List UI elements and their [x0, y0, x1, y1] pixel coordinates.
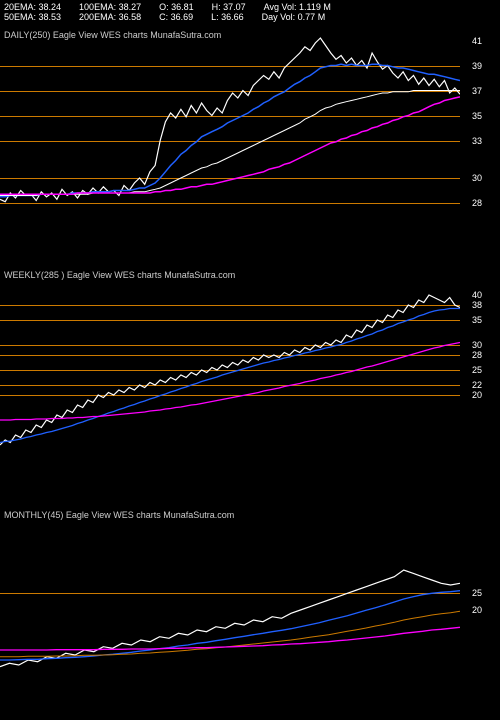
y-tick-label: 22: [472, 380, 482, 390]
y-axis: 2022 25 2830 35 3840: [460, 270, 500, 470]
y-tick-label: 28: [472, 198, 482, 208]
y-axis: 28 30 33 35 37 39 41: [460, 28, 500, 228]
chart-title: MONTHLY(45) Eagle View WES charts Munafa…: [4, 510, 234, 520]
series-ema200: [0, 97, 460, 195]
y-tick-label: 25: [472, 365, 482, 375]
y-tick-label: 33: [472, 136, 482, 146]
series-ema20: [0, 309, 460, 443]
y-tick-label: 41: [472, 36, 482, 46]
y-tick-label: 40: [472, 290, 482, 300]
header-stat: O: 36.81: [159, 2, 194, 12]
y-tick-label: 28: [472, 350, 482, 360]
plot-area: [0, 510, 460, 710]
plot-area: [0, 270, 460, 470]
header-stat: 20EMA: 38.24: [4, 2, 61, 12]
y-tick-label: 30: [472, 340, 482, 350]
header-stats: 20EMA: 38.24 100EMA: 38.27 O: 36.81 H: 37.0…: [0, 0, 500, 24]
plot-area: [0, 28, 460, 228]
y-tick-label: 25: [472, 588, 482, 598]
y-tick-label: 20: [472, 605, 482, 615]
header-stat: C: 36.69: [159, 12, 193, 22]
series-ema20: [0, 64, 460, 197]
header-stat: 50EMA: 38.53: [4, 12, 61, 22]
series-price: [0, 570, 460, 667]
y-tick-label: 20: [472, 390, 482, 400]
header-stat: L: 36.66: [211, 12, 244, 22]
series-ema200: [0, 343, 460, 421]
y-tick-label: 35: [472, 111, 482, 121]
y-tick-label: 30: [472, 173, 482, 183]
y-tick-label: 37: [472, 86, 482, 96]
chart-title: DAILY(250) Eagle View WES charts MunafaS…: [4, 30, 221, 40]
y-axis: 2025: [460, 510, 500, 710]
header-stat: H: 37.07: [212, 2, 246, 12]
header-stat: 100EMA: 38.27: [79, 2, 141, 12]
header-stat: Day Vol: 0.77 M: [262, 12, 326, 22]
y-tick-label: 39: [472, 61, 482, 71]
chart-weekly: WEEKLY(285 ) Eagle View WES charts Munaf…: [0, 270, 500, 470]
y-tick-label: 38: [472, 300, 482, 310]
series-price: [0, 38, 460, 202]
chart-daily: DAILY(250) Eagle View WES charts MunafaS…: [0, 28, 500, 228]
chart-monthly: MONTHLY(45) Eagle View WES charts Munafa…: [0, 510, 500, 710]
header-stat: Avg Vol: 1.119 M: [264, 2, 331, 12]
y-tick-label: 35: [472, 315, 482, 325]
header-stat: 200EMA: 36.58: [79, 12, 141, 22]
series-price: [0, 295, 460, 445]
chart-title: WEEKLY(285 ) Eagle View WES charts Munaf…: [4, 270, 235, 280]
